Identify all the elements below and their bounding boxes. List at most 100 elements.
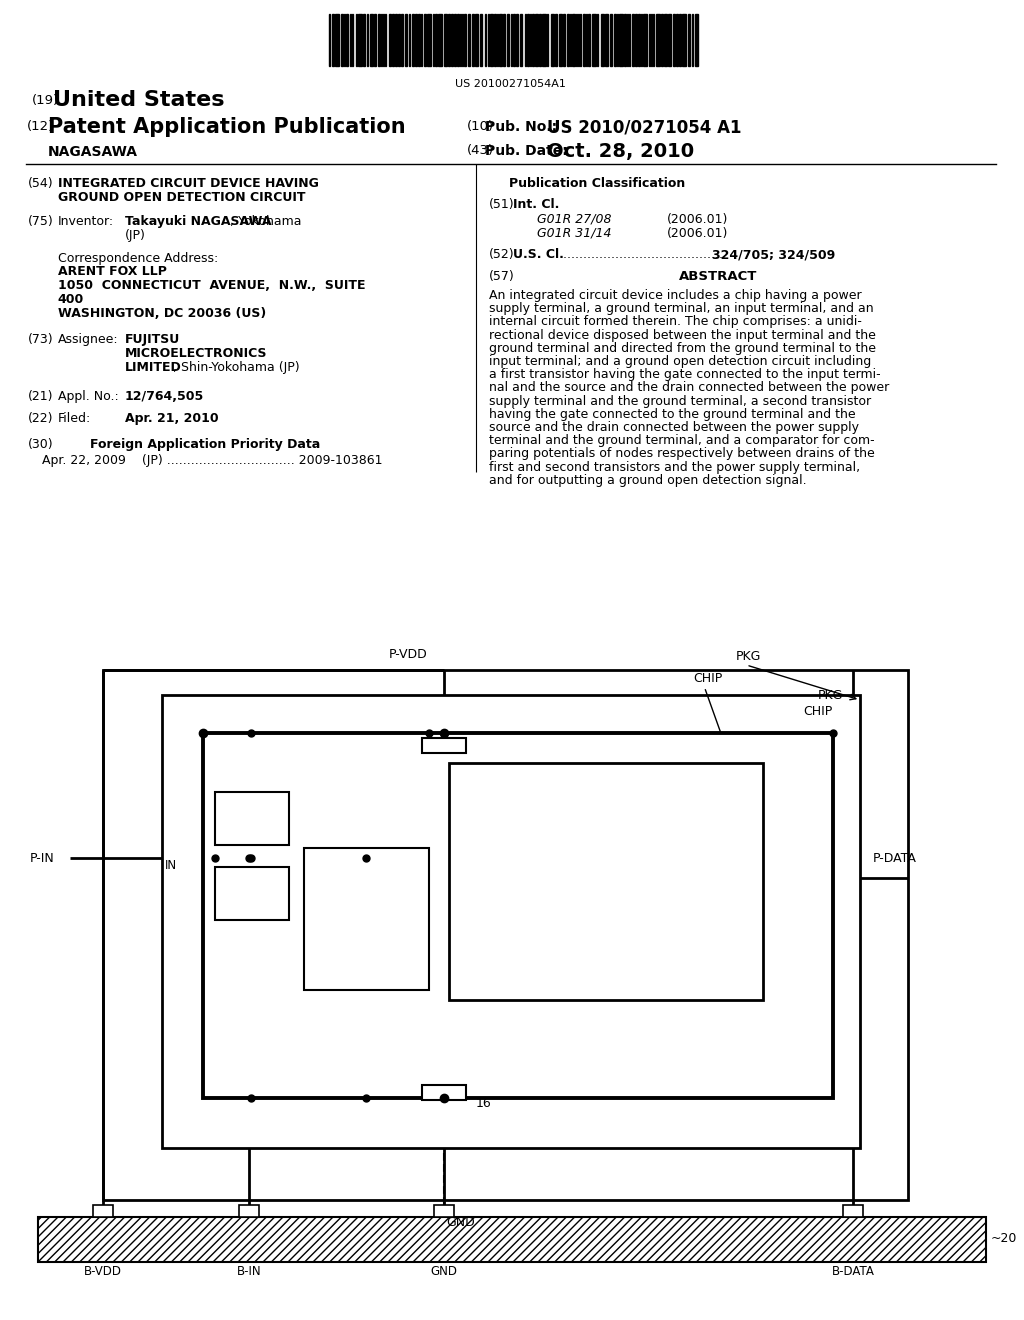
Text: (43): (43) — [467, 144, 494, 157]
Text: 400: 400 — [58, 293, 84, 306]
Text: Inventor:: Inventor: — [58, 215, 114, 228]
Bar — [392, 15, 394, 66]
Text: DATA: DATA — [766, 863, 797, 876]
Bar — [635, 15, 637, 66]
Text: G01R 31/14: G01R 31/14 — [537, 227, 611, 240]
Bar — [668, 15, 671, 66]
Text: (21): (21) — [28, 389, 53, 403]
Bar — [581, 15, 582, 66]
Bar — [332, 15, 334, 66]
Text: Pub. No.:: Pub. No.: — [485, 120, 557, 135]
Text: CIRCUIT: CIRCUIT — [343, 928, 389, 940]
Bar — [38, 1217, 986, 1262]
Text: United States: United States — [53, 90, 224, 110]
Text: ESD2: ESD2 — [234, 887, 268, 899]
Text: ground terminal and directed from the ground terminal to the: ground terminal and directed from the gr… — [488, 342, 876, 355]
Bar — [547, 15, 549, 66]
Bar — [433, 15, 434, 66]
Bar — [447, 15, 451, 66]
Text: (57): (57) — [488, 271, 515, 282]
Bar — [575, 15, 578, 66]
Bar — [162, 696, 860, 1148]
Bar — [588, 15, 590, 66]
Text: G01R 27/08: G01R 27/08 — [537, 213, 611, 226]
Text: US 20100271054A1: US 20100271054A1 — [456, 79, 566, 88]
Bar — [653, 15, 654, 66]
Bar — [404, 15, 407, 66]
Text: Takayuki NAGASAWA: Takayuki NAGASAWA — [125, 215, 271, 228]
Text: ESD1: ESD1 — [234, 812, 268, 825]
Text: , Shin-Yokohama (JP): , Shin-Yokohama (JP) — [173, 360, 299, 374]
Text: GND: GND — [446, 1216, 475, 1229]
Bar — [692, 15, 693, 66]
Bar — [352, 15, 353, 66]
Bar — [468, 15, 470, 66]
Bar — [357, 15, 361, 66]
Text: NAGASAWA: NAGASAWA — [48, 145, 138, 158]
Text: (52): (52) — [488, 248, 514, 261]
Bar — [412, 15, 414, 66]
Text: Apr. 22, 2009    (JP) ................................ 2009-103861: Apr. 22, 2009 (JP) .....................… — [42, 454, 382, 467]
Bar — [676, 15, 678, 66]
Bar — [682, 15, 686, 66]
Bar — [498, 15, 499, 66]
Text: MICROELECTRONICS: MICROELECTRONICS — [125, 347, 267, 360]
Text: 14: 14 — [466, 735, 481, 748]
Bar — [102, 671, 908, 1200]
Bar — [421, 15, 423, 66]
Text: Publication Classification: Publication Classification — [509, 177, 685, 190]
Bar — [614, 15, 615, 66]
Text: (22): (22) — [28, 412, 53, 425]
Bar — [586, 15, 587, 66]
Text: CHIP: CHIP — [803, 705, 833, 718]
Bar — [375, 15, 377, 66]
Bar — [511, 15, 512, 66]
Bar — [452, 15, 453, 66]
Text: source and the drain connected between the power supply: source and the drain connected between t… — [488, 421, 859, 434]
Bar — [454, 15, 457, 66]
Text: PKG: PKG — [818, 689, 844, 702]
Text: rectional device disposed between the input terminal and the: rectional device disposed between the in… — [488, 329, 876, 342]
Bar — [355, 15, 357, 66]
Bar — [572, 15, 574, 66]
Bar — [395, 15, 397, 66]
Bar — [555, 15, 557, 66]
Bar — [424, 15, 426, 66]
Bar — [415, 15, 417, 66]
Text: Oct. 28, 2010: Oct. 28, 2010 — [547, 143, 694, 161]
Text: P-VSS: P-VSS — [477, 1071, 512, 1082]
Bar — [330, 15, 331, 66]
Bar — [488, 15, 489, 66]
Bar — [592, 15, 596, 66]
Bar — [240, 1205, 259, 1217]
Bar — [563, 15, 564, 66]
Text: (2006.01): (2006.01) — [667, 227, 728, 240]
Bar — [341, 15, 343, 66]
Bar — [383, 15, 384, 66]
Text: (75): (75) — [28, 215, 53, 228]
Text: 13: 13 — [433, 975, 449, 987]
Text: ~20: ~20 — [991, 1233, 1017, 1246]
Bar — [570, 15, 571, 66]
Text: 12/764,505: 12/764,505 — [125, 389, 204, 403]
Bar — [435, 15, 437, 66]
Bar — [507, 15, 509, 66]
Bar — [398, 15, 400, 66]
Bar — [344, 15, 345, 66]
Bar — [479, 15, 482, 66]
Text: Filed:: Filed: — [58, 412, 91, 425]
Bar — [409, 15, 411, 66]
Bar — [559, 15, 562, 66]
Bar — [651, 15, 652, 66]
Text: supply terminal and the ground terminal, a second transistor: supply terminal and the ground terminal,… — [488, 395, 871, 408]
Text: (51): (51) — [488, 198, 514, 211]
Text: INTEGRATED CIRCUIT DEVICE HAVING: INTEGRATED CIRCUIT DEVICE HAVING — [58, 177, 318, 190]
Bar — [388, 15, 391, 66]
Text: PKG: PKG — [735, 649, 761, 663]
Bar — [214, 792, 290, 845]
Text: Appl. No.:: Appl. No.: — [58, 389, 119, 403]
Bar — [567, 15, 569, 66]
Text: CHIP: CHIP — [693, 672, 723, 685]
Text: Apr. 21, 2010: Apr. 21, 2010 — [125, 412, 218, 425]
Text: supply terminal, a ground terminal, an input terminal, and an: supply terminal, a ground terminal, an i… — [488, 302, 873, 315]
